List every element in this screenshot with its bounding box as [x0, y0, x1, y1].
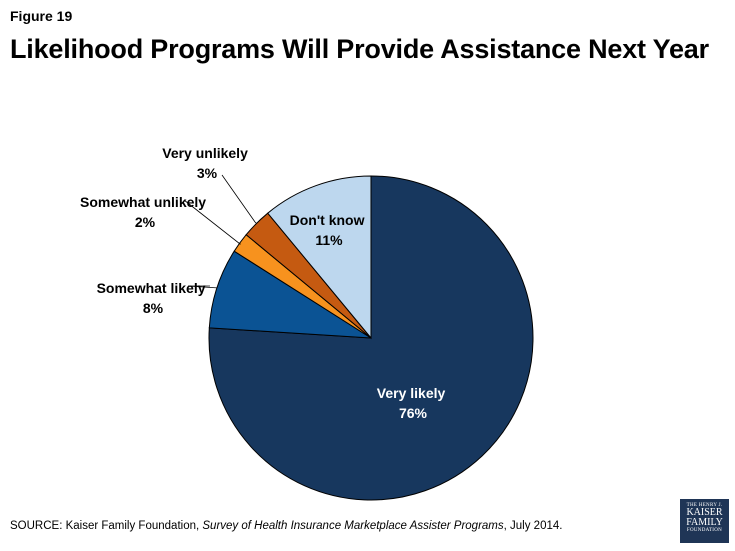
source-note: SOURCE: Kaiser Family Foundation, Survey…	[10, 520, 562, 532]
figure-label: Figure 19	[10, 8, 73, 24]
logo-line-2: KAISER	[686, 507, 723, 518]
logo-line-1: THE HENRY J.	[686, 503, 723, 508]
leader-line-very-unlikely	[221, 174, 257, 224]
source-title: Survey of Health Insurance Marketplace A…	[202, 520, 504, 532]
slice-label-somewhat-unlikely: Somewhat unlikely 2%	[80, 194, 210, 230]
slice-label-somewhat-likely: Somewhat likely 8%	[97, 280, 210, 316]
slice-label-very-likely: Very likely 76%	[377, 385, 449, 421]
pie-slices	[208, 175, 534, 501]
pie-slice-dont-know	[267, 175, 372, 340]
slice-label-very-unlikely: Very unlikely 3%	[162, 145, 252, 181]
leader-line-somewhat-likely	[187, 285, 217, 289]
source-prefix: SOURCE: Kaiser Family Foundation,	[10, 520, 203, 532]
source-suffix: , July 2014.	[503, 520, 563, 532]
slice-label-dont-know: Don't know 11%	[290, 212, 369, 248]
logo-line-3: FAMILY	[686, 517, 723, 528]
slice-labels: Very likely 76% Somewhat likely 8% Somew…	[80, 145, 449, 421]
leader-lines	[183, 174, 257, 289]
chart-title: Likelihood Programs Will Provide Assista…	[10, 34, 709, 64]
logo-line-4: FOUNDATION	[686, 528, 723, 533]
kff-logo: THE HENRY J. KAISER FAMILY FOUNDATION	[680, 499, 729, 543]
leader-line-somewhat-unlikely	[183, 199, 241, 245]
